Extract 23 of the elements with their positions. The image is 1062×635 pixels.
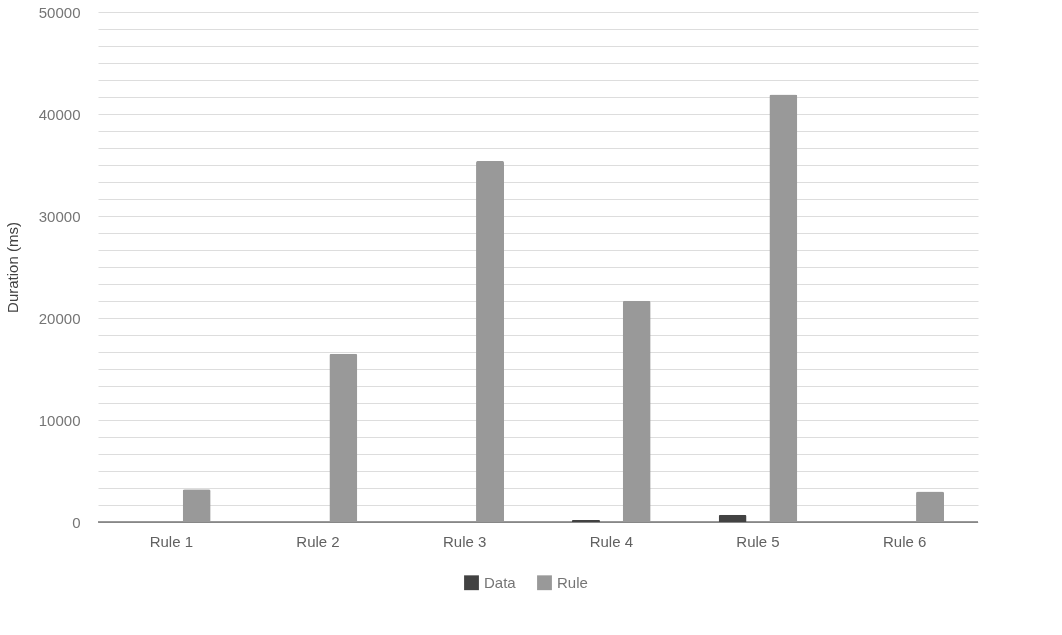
y-tick-label: 10000: [38, 411, 81, 429]
y-tick-label: 50000: [38, 3, 81, 21]
x-tick-label: Rule 4: [589, 532, 634, 550]
bar: [718, 514, 747, 522]
bar: [916, 491, 945, 522]
bar: [769, 94, 798, 522]
y-tick-label: 40000: [38, 105, 81, 123]
bar: [622, 300, 651, 522]
x-tick-label: Rule 6: [882, 532, 927, 550]
bar: [182, 489, 211, 522]
bar: [476, 160, 505, 522]
bar: [329, 353, 358, 522]
x-tick-label: Rule 2: [296, 532, 340, 550]
legend-label: Rule: [557, 573, 588, 591]
y-tick-label: 20000: [38, 309, 81, 327]
y-axis-title: Duration (ms): [3, 222, 21, 313]
x-tick-label: Rule 1: [149, 532, 194, 550]
x-tick-label: Rule 5: [736, 532, 780, 550]
y-tick-label: 30000: [38, 207, 81, 225]
bar: [571, 519, 600, 522]
y-tick-label: 0: [72, 513, 81, 531]
legend-label: Data: [484, 573, 517, 591]
x-tick-label: Rule 3: [442, 532, 487, 550]
